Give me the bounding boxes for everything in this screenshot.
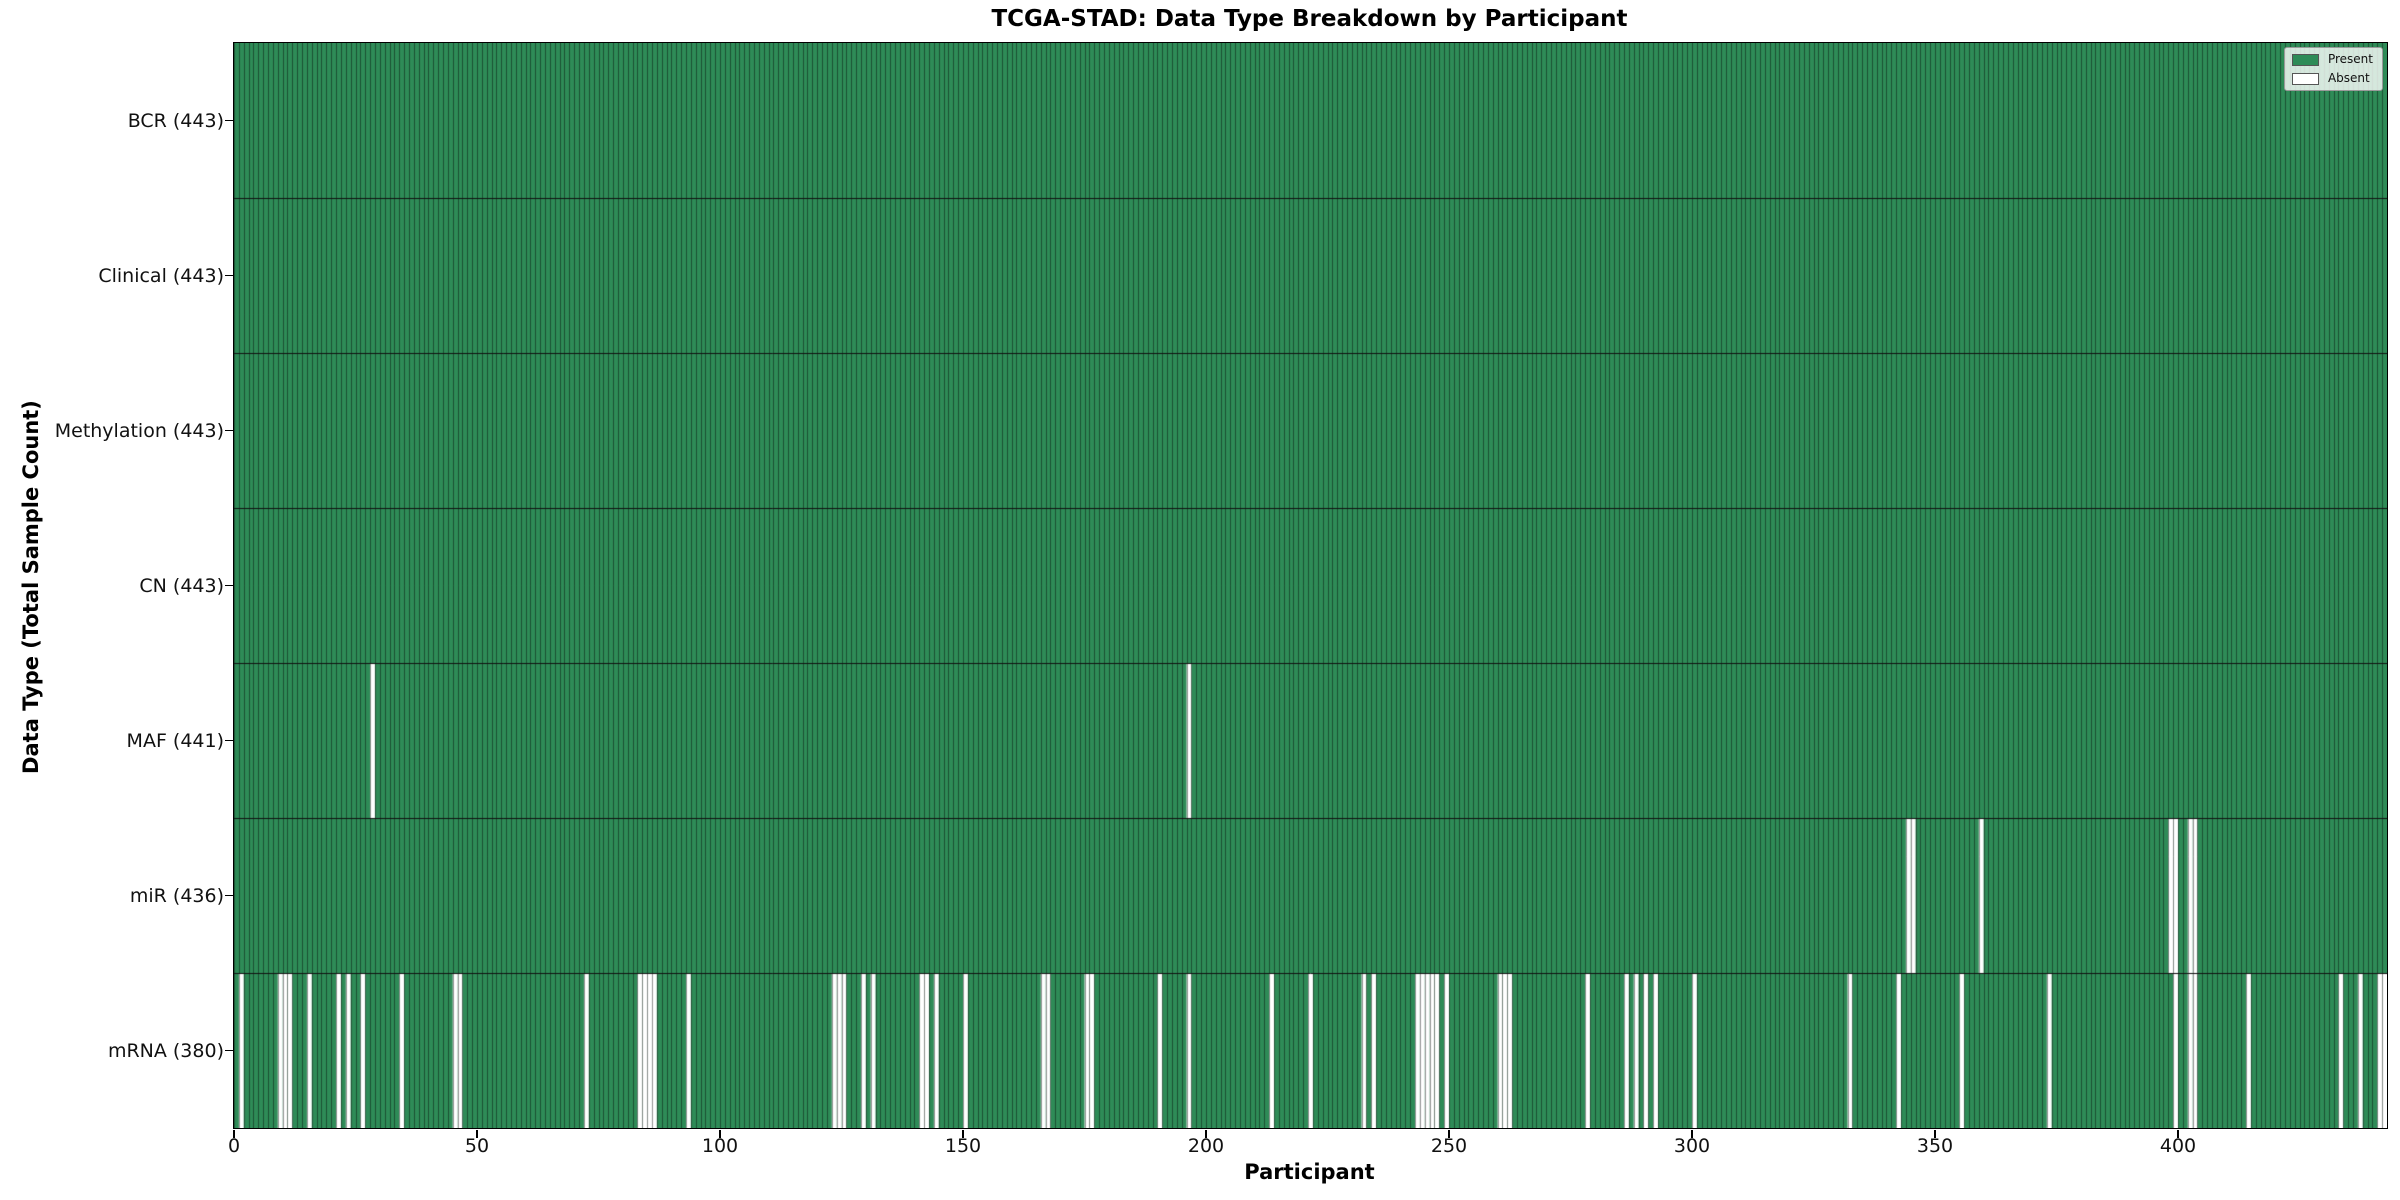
- legend-item-absent: Absent: [2291, 71, 2373, 85]
- present-swatch-icon: [2291, 53, 2319, 66]
- y-tick-label-miR: miR (436): [129, 884, 224, 907]
- x-tick-label-300: 300: [1673, 1135, 1711, 1157]
- plot-area: BCR (443) Clinical (443) Methylation (443)…: [55, 42, 2388, 1157]
- x-tick-label-150: 150: [944, 1135, 982, 1157]
- legend-label: Present: [2327, 52, 2373, 66]
- x-tick-label-400: 400: [2159, 1135, 2197, 1157]
- x-tick-mark: [1934, 1129, 1936, 1138]
- legend-item-present: Present: [2291, 52, 2373, 66]
- y-tick-label-BCR: BCR (443): [127, 109, 224, 132]
- x-tick-mark: [233, 1129, 235, 1138]
- x-tick-mark: [1448, 1129, 1450, 1138]
- absent-swatch-icon: [2291, 72, 2319, 85]
- x-tick-label-100: 100: [701, 1135, 739, 1157]
- y-tick-mark: [225, 1049, 233, 1052]
- y-tick-label-Methylation: Methylation (443): [54, 419, 224, 442]
- x-tick-mark: [476, 1129, 478, 1138]
- y-tick-label-mRNA: mRNA (380): [107, 1039, 224, 1062]
- y-tick-mark: [225, 274, 233, 277]
- x-tick-label-50: 50: [464, 1135, 490, 1157]
- x-tick-mark: [2177, 1129, 2179, 1138]
- x-tick-mark: [1691, 1129, 1693, 1138]
- y-tick-mark: [225, 119, 233, 122]
- x-tick-label-350: 350: [1916, 1135, 1954, 1157]
- y-tick-label-Clinical: Clinical (443): [98, 264, 224, 287]
- y-tick-label-MAF: MAF (441): [126, 729, 224, 752]
- y-tick-mark: [225, 894, 233, 897]
- x-tick-label-250: 250: [1430, 1135, 1468, 1157]
- y-tick-mark: [225, 739, 233, 742]
- y-tick-mark: [225, 429, 233, 432]
- x-tick-mark: [962, 1129, 964, 1138]
- legend: Present Absent: [2283, 47, 2383, 91]
- x-tick-label-0: 0: [227, 1135, 241, 1157]
- x-axis-title: Participant: [1244, 1160, 1375, 1184]
- x-tick-mark: [1205, 1129, 1207, 1138]
- x-tick-label-200: 200: [1187, 1135, 1225, 1157]
- presence-matrix-canvas: [234, 43, 2387, 1128]
- legend-label: Absent: [2327, 71, 2370, 85]
- chart-title: TCGA-STAD: Data Type Breakdown by Partic…: [991, 6, 1628, 32]
- y-tick-label-CN: CN (443): [139, 574, 224, 597]
- x-tick-mark: [719, 1129, 721, 1138]
- y-tick-mark: [225, 584, 233, 587]
